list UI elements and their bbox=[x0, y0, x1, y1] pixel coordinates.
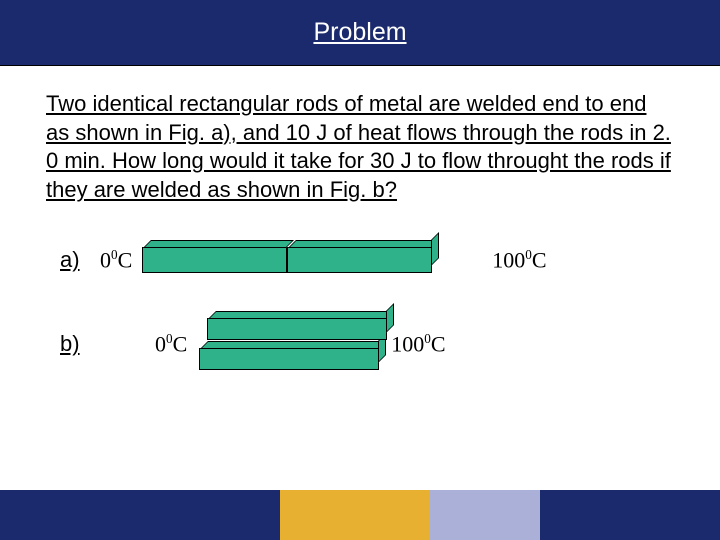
figure-b-right-temp-sup: 0 bbox=[424, 331, 431, 346]
rod-series-segment bbox=[142, 247, 287, 273]
figure-a-left-temp-base: 0 bbox=[100, 248, 111, 273]
footer-segment bbox=[430, 490, 540, 540]
figure-a: a) 00C 1000C bbox=[60, 236, 720, 284]
figure-b-left-temp: 00C bbox=[155, 331, 187, 357]
figure-a-right-temp: 1000C bbox=[492, 247, 546, 273]
figure-b-left-temp-base: 0 bbox=[155, 332, 166, 357]
rod-parallel-top bbox=[207, 318, 387, 340]
footer-segment bbox=[280, 490, 430, 540]
problem-statement: Two identical rectangular rods of metal … bbox=[0, 66, 720, 214]
figure-a-left-temp-sup: 0 bbox=[111, 247, 118, 262]
figure-b-label: b) bbox=[60, 331, 100, 357]
figure-a-right-temp-unit: C bbox=[532, 248, 547, 273]
page-title: Problem bbox=[313, 18, 406, 47]
footer-segment bbox=[540, 490, 720, 540]
figure-b: b) 00C 1000C bbox=[60, 314, 720, 374]
figure-a-right-temp-sup: 0 bbox=[525, 247, 532, 262]
rod-parallel-bottom bbox=[199, 348, 379, 370]
figure-a-left-temp: 00C bbox=[100, 247, 132, 273]
footer-bar bbox=[0, 490, 720, 540]
figure-b-right-temp: 1000C bbox=[391, 331, 445, 357]
figure-a-right-temp-base: 100 bbox=[492, 248, 525, 273]
figure-b-rods bbox=[199, 318, 379, 370]
figure-a-rods bbox=[142, 247, 432, 273]
figure-b-left-temp-sup: 0 bbox=[166, 331, 173, 346]
figure-b-right-temp-unit: C bbox=[431, 332, 446, 357]
rod-series-segment bbox=[287, 247, 432, 273]
footer-segment bbox=[0, 490, 280, 540]
header-bar: Problem bbox=[0, 0, 720, 66]
figure-a-label: a) bbox=[60, 247, 100, 273]
figure-a-left-temp-unit: C bbox=[118, 248, 133, 273]
figure-b-left-temp-unit: C bbox=[173, 332, 188, 357]
figure-b-right-temp-base: 100 bbox=[391, 332, 424, 357]
